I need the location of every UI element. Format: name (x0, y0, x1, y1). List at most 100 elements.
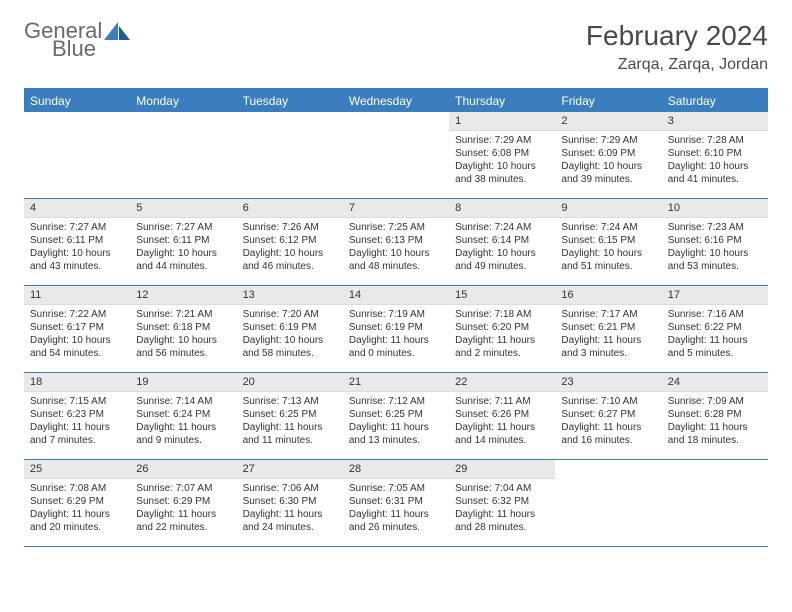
sunset-line: Sunset: 6:15 PM (561, 234, 655, 247)
day-number: 8 (449, 199, 555, 218)
calendar-day: 16Sunrise: 7:17 AMSunset: 6:21 PMDayligh… (555, 286, 661, 372)
calendar-day: 4Sunrise: 7:27 AMSunset: 6:11 PMDaylight… (24, 199, 130, 285)
calendar-day: . (555, 460, 661, 546)
day-number: 5 (130, 199, 236, 218)
daylight-line: Daylight: 10 hours and 58 minutes. (243, 334, 337, 360)
day-number: 11 (24, 286, 130, 305)
calendar-day: 13Sunrise: 7:20 AMSunset: 6:19 PMDayligh… (237, 286, 343, 372)
calendar-day: 5 Sunrise: 7:27 AMSunset: 6:11 PMDaylight… (130, 199, 236, 285)
sunrise-line: Sunrise: 7:22 AM (30, 308, 124, 321)
daylight-line: Daylight: 11 hours and 9 minutes. (136, 421, 230, 447)
weekday-header: Friday (555, 90, 661, 112)
day-body: Sunrise: 7:25 AMSunset: 6:13 PMDaylight:… (343, 218, 449, 277)
location: Zarqa, Zarqa, Jordan (586, 56, 768, 74)
sunrise-line: Sunrise: 7:19 AM (349, 308, 443, 321)
sunrise-line: Sunrise: 7:25 AM (349, 221, 443, 234)
sunrise-line: Sunrise: 7:05 AM (349, 482, 443, 495)
daylight-line: Daylight: 11 hours and 13 minutes. (349, 421, 443, 447)
sunset-line: Sunset: 6:09 PM (561, 147, 655, 160)
daylight-line: Daylight: 11 hours and 16 minutes. (561, 421, 655, 447)
day-body: Sunrise: 7:21 AMSunset: 6:18 PMDaylight:… (130, 305, 236, 364)
day-body: Sunrise: 7:24 AMSunset: 6:15 PMDaylight:… (555, 218, 661, 277)
day-number: 29 (449, 460, 555, 479)
daylight-line: Daylight: 11 hours and 20 minutes. (30, 508, 124, 534)
daylight-line: Daylight: 11 hours and 11 minutes. (243, 421, 337, 447)
sunset-line: Sunset: 6:11 PM (136, 234, 230, 247)
calendar-day: 20Sunrise: 7:13 AMSunset: 6:25 PMDayligh… (237, 373, 343, 459)
sunrise-line: Sunrise: 7:08 AM (30, 482, 124, 495)
day-body: Sunrise: 7:27 AMSunset: 6:11 PMDaylight:… (24, 218, 130, 277)
daylight-line: Daylight: 11 hours and 0 minutes. (349, 334, 443, 360)
day-body: Sunrise: 7:16 AMSunset: 6:22 PMDaylight:… (662, 305, 768, 364)
sunrise-line: Sunrise: 7:04 AM (455, 482, 549, 495)
day-number: 17 (662, 286, 768, 305)
calendar-day: 15Sunrise: 7:18 AMSunset: 6:20 PMDayligh… (449, 286, 555, 372)
day-number: 23 (555, 373, 661, 392)
sunrise-line: Sunrise: 7:06 AM (243, 482, 337, 495)
weekday-header: Monday (130, 90, 236, 112)
sunrise-line: Sunrise: 7:27 AM (136, 221, 230, 234)
daylight-line: Daylight: 11 hours and 2 minutes. (455, 334, 549, 360)
sunset-line: Sunset: 6:24 PM (136, 408, 230, 421)
calendar-day: 26Sunrise: 7:07 AMSunset: 6:29 PMDayligh… (130, 460, 236, 546)
calendar-day: 14Sunrise: 7:19 AMSunset: 6:19 PMDayligh… (343, 286, 449, 372)
sunrise-line: Sunrise: 7:17 AM (561, 308, 655, 321)
day-number: 28 (343, 460, 449, 479)
sunset-line: Sunset: 6:14 PM (455, 234, 549, 247)
sunrise-line: Sunrise: 7:23 AM (668, 221, 762, 234)
weekday-header: Sunday (24, 90, 130, 112)
sunset-line: Sunset: 6:13 PM (349, 234, 443, 247)
sunset-line: Sunset: 6:17 PM (30, 321, 124, 334)
day-body: Sunrise: 7:20 AMSunset: 6:19 PMDaylight:… (237, 305, 343, 364)
day-body: Sunrise: 7:07 AMSunset: 6:29 PMDaylight:… (130, 479, 236, 538)
sunrise-line: Sunrise: 7:07 AM (136, 482, 230, 495)
calendar-day: . (343, 112, 449, 198)
logo: General Blue (24, 20, 132, 60)
day-body: Sunrise: 7:28 AMSunset: 6:10 PMDaylight:… (662, 131, 768, 190)
daylight-line: Daylight: 11 hours and 18 minutes. (668, 421, 762, 447)
sunset-line: Sunset: 6:29 PM (136, 495, 230, 508)
daylight-line: Daylight: 10 hours and 51 minutes. (561, 247, 655, 273)
calendar: SundayMondayTuesdayWednesdayThursdayFrid… (24, 88, 768, 547)
sunset-line: Sunset: 6:08 PM (455, 147, 549, 160)
sunrise-line: Sunrise: 7:18 AM (455, 308, 549, 321)
calendar-day: 18Sunrise: 7:15 AMSunset: 6:23 PMDayligh… (24, 373, 130, 459)
calendar-day: 25Sunrise: 7:08 AMSunset: 6:29 PMDayligh… (24, 460, 130, 546)
sunset-line: Sunset: 6:19 PM (349, 321, 443, 334)
month-title: February 2024 (586, 20, 768, 52)
day-number: 27 (237, 460, 343, 479)
sunrise-line: Sunrise: 7:15 AM (30, 395, 124, 408)
calendar-day: 21Sunrise: 7:12 AMSunset: 6:25 PMDayligh… (343, 373, 449, 459)
daylight-line: Daylight: 10 hours and 38 minutes. (455, 160, 549, 186)
day-body: Sunrise: 7:18 AMSunset: 6:20 PMDaylight:… (449, 305, 555, 364)
calendar-day: 1Sunrise: 7:29 AMSunset: 6:08 PMDaylight… (449, 112, 555, 198)
calendar-day: 8Sunrise: 7:24 AMSunset: 6:14 PMDaylight… (449, 199, 555, 285)
day-number: 25 (24, 460, 130, 479)
day-body: Sunrise: 7:12 AMSunset: 6:25 PMDaylight:… (343, 392, 449, 451)
day-number: 20 (237, 373, 343, 392)
sunrise-line: Sunrise: 7:12 AM (349, 395, 443, 408)
title-block: February 2024 Zarqa, Zarqa, Jordan (586, 20, 768, 74)
sunrise-line: Sunrise: 7:27 AM (30, 221, 124, 234)
calendar-day: 27Sunrise: 7:06 AMSunset: 6:30 PMDayligh… (237, 460, 343, 546)
logo-sail-icon (104, 22, 132, 42)
day-body: Sunrise: 7:29 AMSunset: 6:09 PMDaylight:… (555, 131, 661, 190)
sunset-line: Sunset: 6:31 PM (349, 495, 443, 508)
logo-line2: Blue (52, 38, 102, 60)
daylight-line: Daylight: 10 hours and 56 minutes. (136, 334, 230, 360)
day-body: Sunrise: 7:11 AMSunset: 6:26 PMDaylight:… (449, 392, 555, 451)
calendar-page: General Blue February 2024 Zarqa, Zarqa,… (0, 0, 792, 567)
day-number: 21 (343, 373, 449, 392)
calendar-week: ....1Sunrise: 7:29 AMSunset: 6:08 PMDayl… (24, 112, 768, 199)
sunset-line: Sunset: 6:23 PM (30, 408, 124, 421)
day-number: 2 (555, 112, 661, 131)
sunrise-line: Sunrise: 7:26 AM (243, 221, 337, 234)
daylight-line: Daylight: 10 hours and 44 minutes. (136, 247, 230, 273)
day-number: 6 (237, 199, 343, 218)
daylight-line: Daylight: 11 hours and 3 minutes. (561, 334, 655, 360)
daylight-line: Daylight: 11 hours and 14 minutes. (455, 421, 549, 447)
sunset-line: Sunset: 6:11 PM (30, 234, 124, 247)
daylight-line: Daylight: 10 hours and 54 minutes. (30, 334, 124, 360)
sunset-line: Sunset: 6:20 PM (455, 321, 549, 334)
calendar-week: 18Sunrise: 7:15 AMSunset: 6:23 PMDayligh… (24, 373, 768, 460)
